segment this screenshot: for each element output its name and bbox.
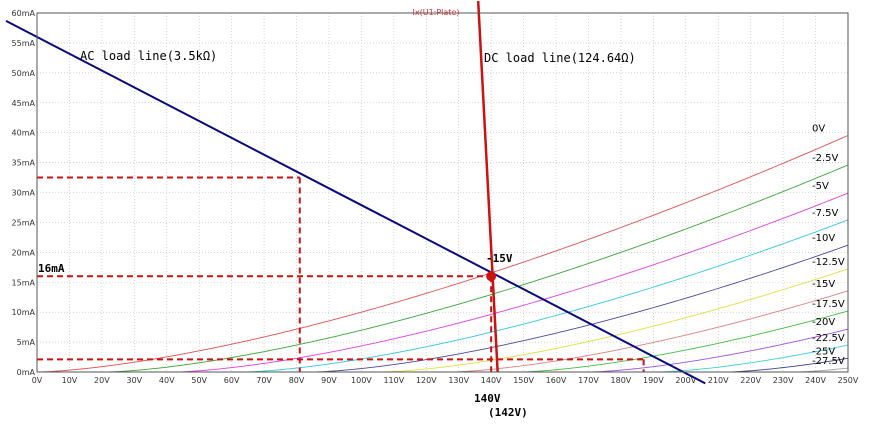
y-tick-label: 45mA [12,99,36,108]
curve-label: -5V [812,181,829,192]
x-tick-label: 40V [159,376,175,385]
y-tick-label: 55mA [12,39,36,48]
plate-curve [796,367,849,373]
curve-label: -27.5V [812,356,845,367]
x-tick-label: 120V [416,376,437,385]
axis-tick-labels: 0V 10V 20V 30V 40V 50V 60V 70V 80V 90V 100V 110V 120… [12,9,859,385]
plate-curve [659,344,849,373]
plate-curves [36,135,849,373]
x-tick-label: 90V [321,376,337,385]
x-tick-label: 240V [805,376,826,385]
curve-label: -12.5V [812,257,845,268]
y-tick-label: 50mA [12,69,36,78]
x-tick-label: 200V [675,376,696,385]
x-tick-label: 30V [126,376,142,385]
operating-point-label: -15V [486,252,513,265]
dc-load-line-label: DC load line(124.64Ω) [484,51,636,65]
plate-curve [727,357,849,373]
x-tick-label: 80V [289,376,305,385]
y-tick-label: 60mA [12,9,36,18]
x-tick-label: 140V [481,376,502,385]
x-tick-label: 130V [448,376,469,385]
plate-curve [452,290,849,373]
y-tick-label: 15mA [12,278,36,287]
plate-curve [36,135,849,373]
plot-frame [36,12,849,373]
y-tick-label: 0mA [17,368,36,377]
x-tick-label: 110V [383,376,404,385]
curve-label: -17.5V [812,299,845,310]
plate-curve [520,310,849,373]
curve-label: -20V [812,317,835,328]
plate-curve [244,219,849,373]
x-tick-label: 10V [62,376,78,385]
x-tick-label: 180V [611,376,632,385]
y-tick-label: 5mA [17,338,36,347]
curve-label: -15V [812,279,835,290]
x-tick-label: 230V [773,376,794,385]
plate-curve [312,244,849,373]
x-tick-label: 20V [94,376,110,385]
curve-label: -2.5V [812,153,839,164]
curve-label: -10V [812,233,835,244]
operating-point-marker [486,271,497,282]
y-tick-label: 20mA [12,248,36,257]
curve-label: -22.5V [812,333,845,344]
voltage-annotation: 140V [474,392,501,405]
x-tick-label: 150V [513,376,534,385]
grid-lines [36,12,849,373]
y-tick-label: 10mA [12,308,36,317]
x-tick-label: 60V [224,376,240,385]
x-tick-label: 170V [578,376,599,385]
x-tick-label: 100V [351,376,372,385]
y-tick-label: 40mA [12,129,36,138]
dc-load-line [476,0,499,373]
plate-curve [588,328,849,373]
dashed-guides [37,176,645,372]
x-tick-label: 220V [740,376,761,385]
plate-curve [384,268,849,373]
curve-label: -25V [812,346,835,357]
curve-labels: 0V -2.5V -5V -7.5V -10V -12.5V -15V -17.5V -20V -… [812,123,845,367]
curve-label: -7.5V [812,208,839,219]
ac-load-line [5,20,706,385]
x-tick-label: 210V [708,376,729,385]
curve-label: 0V [812,123,825,134]
x-tick-label: 0V [32,376,43,385]
current-annotation: 16mA [38,262,65,275]
x-tick-label: 190V [643,376,664,385]
x-tick-label: 250V [838,376,859,385]
y-tick-label: 25mA [12,218,36,227]
x-tick-label: 70V [256,376,272,385]
y-tick-label: 35mA [12,159,36,168]
plate-curve [108,164,849,373]
trace-title: Ix(U1:Plate) [413,8,460,17]
x-tick-label: 50V [191,376,207,385]
ac-load-line-label: AC load line(3.5kΩ) [80,49,217,63]
x-tick-label: 160V [546,376,567,385]
voltage-annotation-2: (142V) [488,406,528,419]
y-tick-label: 30mA [12,189,36,198]
